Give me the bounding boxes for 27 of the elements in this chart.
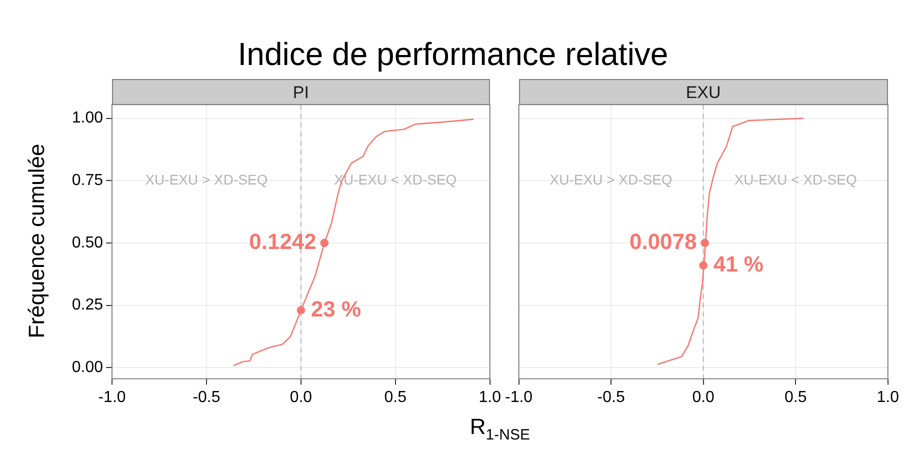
x-tick-label: 0.0 [692, 388, 715, 406]
annotation: XU-EXU > XD-SEQ [145, 171, 268, 188]
chart-title: Indice de performance relative [236, 36, 670, 73]
y-tick-label: 0.50 [72, 234, 104, 252]
y-tick-label: 0.75 [72, 172, 104, 190]
annotation: 23 % [310, 296, 362, 322]
x-axis-title: R$_{1-NSE}$ [468, 414, 531, 444]
annotation: XU-EXU > XD-SEQ [550, 171, 672, 188]
annotation: 0.1242 [249, 229, 316, 254]
chart-subtitle: PI [112, 78, 490, 105]
x-tick-label: 1.0 [876, 388, 900, 406]
y-tick-label: 0.25 [72, 296, 104, 314]
annotation: 41 % [713, 251, 764, 276]
x-tick-label: -0.5 [597, 388, 625, 406]
chart-subtitle: EXU [518, 78, 888, 105]
y-axis-title: Fréquence cumulée [24, 142, 50, 340]
x-tick-label: 0.0 [290, 388, 312, 406]
annotation: 0.0078 [629, 229, 697, 254]
x-tick-label: 1.0 [478, 388, 502, 406]
y-tick-label: 0.00 [72, 358, 104, 376]
annotation: XU-EXU < XD-SEQ [734, 171, 857, 188]
x-tick-label: -1.0 [98, 388, 126, 406]
x-tick-label: 0.5 [384, 388, 407, 406]
x-tick-label: 0.5 [784, 388, 807, 406]
x-tick-label: -1.0 [504, 388, 533, 406]
y-tick-label: 1.00 [72, 110, 104, 127]
x-tick-label: -0.5 [192, 388, 220, 406]
